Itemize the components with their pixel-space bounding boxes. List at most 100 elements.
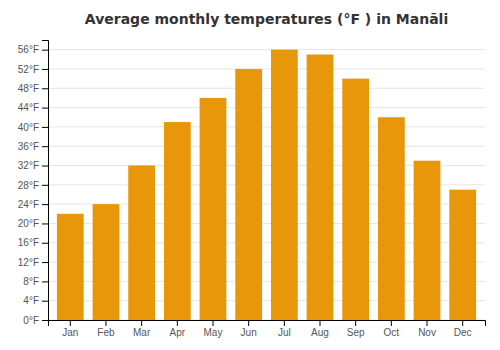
y-tick: 32°F xyxy=(18,160,48,171)
x-tick-label: Aug xyxy=(311,327,329,338)
bars xyxy=(57,50,476,320)
bar xyxy=(57,214,84,320)
y-tick: 28°F xyxy=(18,180,48,191)
y-tick-mark xyxy=(42,320,48,321)
grid-line xyxy=(48,88,485,89)
grid-line xyxy=(48,68,485,69)
x-tick: Jul xyxy=(278,320,291,338)
grid-line xyxy=(48,107,485,108)
y-tick-label: 32°F xyxy=(18,160,39,171)
y-tick-label: 24°F xyxy=(18,199,39,210)
y-tick: 0°F xyxy=(23,315,48,326)
x-tick: Feb xyxy=(97,320,115,338)
x-tick: Aug xyxy=(311,320,329,338)
y-tick-label: 12°F xyxy=(18,257,39,268)
x-tick: Jan xyxy=(62,320,78,338)
y-tick: 8°F xyxy=(23,276,48,287)
y-tick: 44°F xyxy=(18,102,48,113)
x-tick-label: Mar xyxy=(133,327,151,338)
x-tick-label: Jul xyxy=(278,327,291,338)
bar xyxy=(164,122,191,320)
x-tick-label: Jun xyxy=(241,327,257,338)
x-tick-label: Jan xyxy=(62,327,78,338)
x-tick-label: May xyxy=(204,327,223,338)
y-tick-label: 52°F xyxy=(18,64,39,75)
x-tick: Sep xyxy=(347,320,365,338)
bar xyxy=(128,166,155,320)
x-tick: May xyxy=(204,320,223,338)
y-tick-mark xyxy=(42,301,48,302)
x-tick-mark xyxy=(177,320,178,326)
y-tick-label: 16°F xyxy=(18,237,39,248)
x-tick-label: Oct xyxy=(384,327,400,338)
x-tick: Apr xyxy=(170,320,186,338)
y-tick: 36°F xyxy=(18,141,48,152)
y-tick-mark xyxy=(42,88,48,89)
grid-line xyxy=(48,126,485,127)
grid-line xyxy=(48,146,485,147)
x-tick-mark xyxy=(70,320,71,326)
x-tick-mark xyxy=(427,320,428,326)
y-tick-label: 44°F xyxy=(18,102,39,113)
y-tick-mark xyxy=(42,262,48,263)
x-tick: Nov xyxy=(418,320,436,338)
x-axis: Jan Feb Mar Apr May Jun Jul Aug Sep Oct Nov Dec xyxy=(49,320,486,338)
y-tick: 4°F xyxy=(23,295,48,306)
x-tick-label: Nov xyxy=(418,327,436,338)
y-axis-line xyxy=(42,41,49,321)
bar xyxy=(342,79,369,320)
y-tick-label: 0°F xyxy=(23,315,39,326)
y-tick-label: 28°F xyxy=(18,180,39,191)
y-tick-mark xyxy=(42,204,48,205)
y-tick-mark xyxy=(42,223,48,224)
y-tick-mark xyxy=(42,108,48,109)
x-tick-label: Sep xyxy=(347,327,365,338)
y-tick: 48°F xyxy=(18,83,48,94)
y-tick-mark xyxy=(42,281,48,282)
y-tick: 20°F xyxy=(18,218,48,229)
x-tick-mark xyxy=(355,320,356,326)
y-tick-label: 4°F xyxy=(23,295,39,306)
bar xyxy=(414,161,441,320)
plot: 0°F 4°F 8°F 12°F 16°F 20°F 24°F 28°F 32°F 36°F 40°… xyxy=(18,41,486,339)
y-axis: 0°F 4°F 8°F 12°F 16°F 20°F 24°F 28°F 32°F 36°F 40°… xyxy=(18,41,49,326)
grid-line xyxy=(48,49,485,50)
x-tick-mark xyxy=(105,320,106,326)
x-tick-mark xyxy=(248,320,249,326)
bar xyxy=(271,50,298,320)
bar xyxy=(235,69,262,320)
y-tick-label: 56°F xyxy=(18,44,39,55)
chart: 0°F 4°F 8°F 12°F 16°F 20°F 24°F 28°F 32°F 36°F 40°… xyxy=(0,0,500,350)
y-tick-label: 48°F xyxy=(18,83,39,94)
y-tick-label: 20°F xyxy=(18,218,39,229)
bar xyxy=(93,204,120,320)
title: Average monthly temperatures (°F ) in Ma… xyxy=(85,11,448,27)
y-tick-mark xyxy=(42,185,48,186)
bar xyxy=(200,98,227,320)
x-tick-label: Apr xyxy=(170,327,186,338)
y-tick: 56°F xyxy=(18,44,48,55)
y-tick: 40°F xyxy=(18,122,48,133)
x-tick-mark xyxy=(212,320,213,326)
y-tick: 12°F xyxy=(18,257,48,268)
y-tick-label: 36°F xyxy=(18,141,39,152)
y-tick: 52°F xyxy=(18,64,48,75)
x-tick: Dec xyxy=(454,320,472,338)
bar xyxy=(378,117,405,320)
x-tick-label: Feb xyxy=(97,327,115,338)
x-tick-mark xyxy=(141,320,142,326)
bar xyxy=(307,54,334,320)
y-tick: 24°F xyxy=(18,199,48,210)
x-tick: Oct xyxy=(384,320,400,338)
grid xyxy=(48,50,485,320)
y-tick-label: 40°F xyxy=(18,122,39,133)
x-tick-mark xyxy=(462,320,463,326)
x-tick-mark xyxy=(284,320,285,326)
x-tick: Jun xyxy=(241,320,257,338)
y-tick: 16°F xyxy=(18,237,48,248)
y-tick-mark xyxy=(42,50,48,51)
x-tick-label: Dec xyxy=(454,327,472,338)
y-tick-mark xyxy=(42,146,48,147)
y-tick-mark xyxy=(42,243,48,244)
y-tick-mark xyxy=(42,69,48,70)
